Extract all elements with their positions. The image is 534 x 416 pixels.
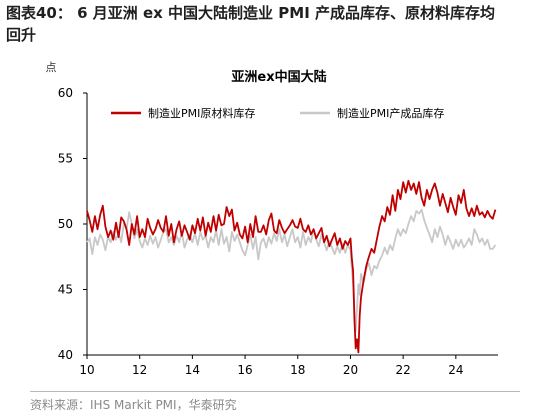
series-line-raw-materials xyxy=(86,179,497,354)
x-tick-label: 20 xyxy=(343,363,358,377)
x-tick-label: 16 xyxy=(237,363,252,377)
source-divider xyxy=(30,391,520,392)
x-tick-label: 12 xyxy=(132,363,147,377)
y-axis-label: 点 xyxy=(46,61,57,74)
x-tick-label: 10 xyxy=(79,363,94,377)
figure-title: 图表40： 6 月亚洲 ex 中国大陆制造业 PMI 产成品库存、原材料库存均 … xyxy=(6,2,526,46)
x-tick-label: 24 xyxy=(448,363,463,377)
y-tick-label: 50 xyxy=(58,217,73,231)
figure-title-line-1: 图表40： 6 月亚洲 ex 中国大陆制造业 PMI 产成品库存、原材料库存均 xyxy=(6,4,495,22)
y-tick-label: 45 xyxy=(58,283,73,297)
legend-raw-materials-label: 制造业PMI原材料库存 xyxy=(148,106,255,120)
series-line-finished-goods xyxy=(86,208,497,333)
chart-title: 亚洲ex中国大陆 xyxy=(231,69,326,85)
x-tick-label: 22 xyxy=(396,363,411,377)
figure-title-line-2: 回升 xyxy=(6,26,37,44)
legend-finished-goods-label: 制造业PMI产成品库存 xyxy=(337,106,444,120)
y-tick-label: 40 xyxy=(58,348,73,362)
y-tick-label: 60 xyxy=(58,86,73,100)
x-tick-label: 18 xyxy=(290,363,305,377)
source-note: 资料来源：IHS Markit PMI，华泰研究 xyxy=(30,398,237,412)
x-tick-label: 14 xyxy=(185,363,200,377)
y-tick-label: 55 xyxy=(58,152,73,166)
